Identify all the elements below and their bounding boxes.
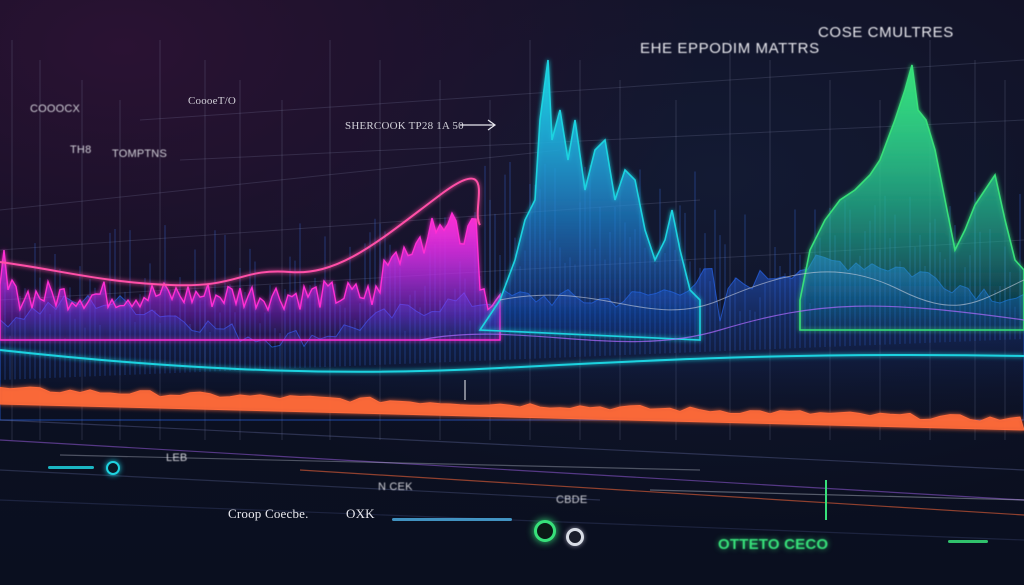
cyan-spike-series: [478, 59, 701, 341]
top-title: EHE EPPODIM MATTRS: [640, 40, 820, 57]
cyan-slider-bar: [48, 466, 94, 469]
top-title-2: COSE CMULTRES: [818, 24, 954, 41]
left-label-3: TOMPTNS: [112, 148, 167, 160]
bottom-mid-label-3: CBDE: [556, 494, 588, 506]
floor-line: [0, 439, 1024, 501]
bottom-right-label: OTTETO CECO: [718, 536, 829, 553]
floor-line: [59, 454, 701, 471]
upper-left-label: CoooeT/O: [188, 95, 237, 107]
cyan-baseline: [0, 349, 1024, 373]
grid-guide-line: [179, 119, 1024, 161]
orange-band-series: [0, 386, 1024, 431]
green-slider-bar: [948, 540, 988, 543]
left-label-1: COOOCX: [30, 103, 81, 115]
grey-knob-icon: [566, 528, 584, 546]
floor-line: [649, 489, 1024, 501]
upper-mid-label: SHERCOOK TP28 1A 50: [345, 120, 464, 132]
floor-line: [0, 499, 1024, 541]
blue-slider-bar: [392, 518, 512, 521]
grid-guide-line: [139, 59, 1024, 121]
green-spike-series: [799, 64, 1024, 331]
left-label-2: TH8: [70, 144, 92, 156]
grid-guide-line: [0, 149, 561, 211]
bottom-left-label: Croop Coecbe.: [228, 506, 309, 521]
bottom-left-label-2: OXK: [346, 506, 375, 521]
pink-trend-line: [0, 177, 481, 287]
floor-line: [0, 419, 1024, 471]
white-wave-line: [499, 271, 1024, 311]
bottom-mid-label-1: LEB: [166, 452, 188, 464]
floor-line: [0, 469, 601, 501]
cyan-knob-icon: [106, 461, 120, 475]
violet-wave-line: [419, 305, 1024, 343]
green-knob-icon: [534, 520, 556, 542]
magenta-area-series: [0, 211, 501, 341]
bottom-mid-label-2: N CEK: [378, 481, 413, 493]
floor-line: [299, 469, 1024, 516]
arrow-right-icon: [460, 119, 497, 131]
